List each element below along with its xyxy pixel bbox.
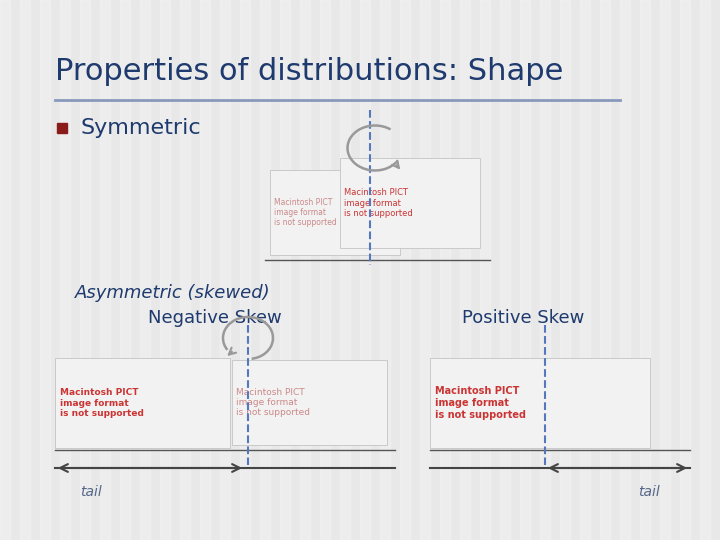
Text: Macintosh PICT
image format
is not supported: Macintosh PICT image format is not suppo… (60, 388, 144, 418)
Bar (60, 0, 70, 540)
Bar (300, 0, 310, 540)
Bar (40, 0, 50, 540)
Bar (560, 0, 570, 540)
Text: Positive Skew: Positive Skew (462, 309, 585, 327)
Bar (360, 0, 370, 540)
Text: Symmetric: Symmetric (80, 118, 201, 138)
FancyBboxPatch shape (55, 358, 230, 448)
Bar (120, 0, 130, 540)
Text: tail: tail (80, 485, 102, 499)
Bar (0, 0, 10, 540)
Text: Macintosh PICT
image format
is not supported: Macintosh PICT image format is not suppo… (236, 388, 310, 417)
Bar (220, 0, 230, 540)
Bar (180, 0, 190, 540)
Bar (680, 0, 690, 540)
Text: Negative Skew: Negative Skew (148, 309, 282, 327)
Text: Macintosh PICT
image format
is not supported: Macintosh PICT image format is not suppo… (274, 198, 337, 227)
Bar (500, 0, 510, 540)
Text: Macintosh PICT
image format
is not supported: Macintosh PICT image format is not suppo… (435, 387, 526, 420)
Bar (400, 0, 410, 540)
Bar (100, 0, 110, 540)
FancyBboxPatch shape (340, 158, 480, 248)
Bar (660, 0, 670, 540)
Bar (640, 0, 650, 540)
Bar (620, 0, 630, 540)
FancyBboxPatch shape (270, 170, 400, 255)
Bar (440, 0, 450, 540)
Bar (600, 0, 610, 540)
Bar (260, 0, 270, 540)
Bar (380, 0, 390, 540)
Bar (80, 0, 90, 540)
FancyBboxPatch shape (232, 360, 387, 445)
Bar (140, 0, 150, 540)
Bar (340, 0, 350, 540)
Bar (540, 0, 550, 540)
Bar (460, 0, 470, 540)
FancyBboxPatch shape (430, 358, 650, 448)
Bar (520, 0, 530, 540)
Bar (320, 0, 330, 540)
Text: tail: tail (638, 485, 660, 499)
Bar (160, 0, 170, 540)
Bar (480, 0, 490, 540)
Text: Properties of distributions: Shape: Properties of distributions: Shape (55, 57, 563, 86)
Bar (20, 0, 30, 540)
Bar (420, 0, 430, 540)
Text: Macintosh PICT
image format
is not supported: Macintosh PICT image format is not suppo… (344, 188, 413, 218)
Bar (200, 0, 210, 540)
Text: Asymmetric (skewed): Asymmetric (skewed) (75, 284, 271, 302)
Bar (580, 0, 590, 540)
Bar (280, 0, 290, 540)
Bar (700, 0, 710, 540)
Bar (240, 0, 250, 540)
